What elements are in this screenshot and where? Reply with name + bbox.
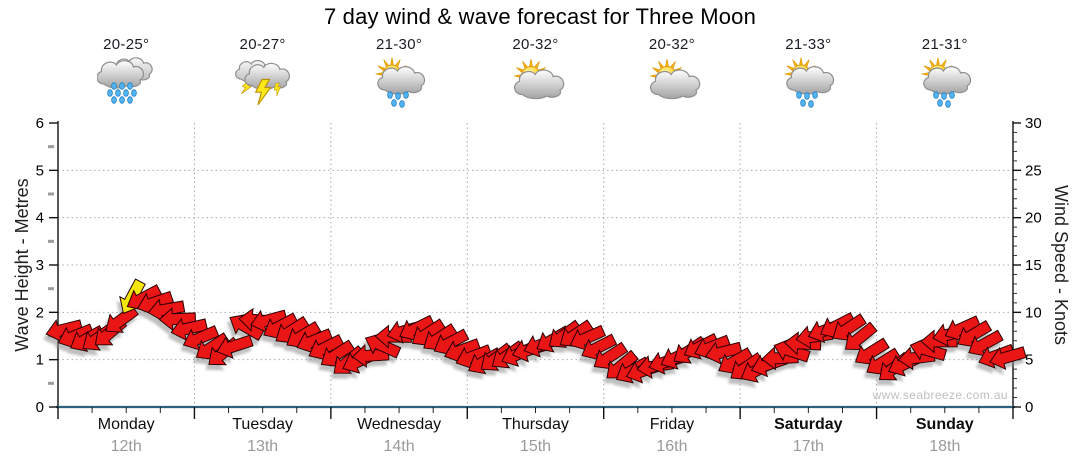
day-name-label: Tuesday [232,416,294,433]
temperature-range-label: 20-27° [239,36,286,53]
day-forecast-tuesday: 20-27° [195,36,331,117]
day-date-label: 12th [110,438,142,455]
left-axis-tick-label: 2 [36,304,44,321]
right-axis-tick-label: 5 [1025,352,1033,369]
day-forecast-sunday: 21-31° [877,36,1013,117]
day-label-monday: Monday 12th [58,416,194,456]
day-forecast-saturday: 21-33° [740,36,876,117]
right-axis-tick-label: 25 [1025,162,1042,179]
left-axis-tick-label: 4 [36,210,44,227]
day-label-saturday: Saturday 17th [740,416,876,456]
weather-icon-sun-cloud-rain [784,57,835,108]
day-date-label: 16th [656,438,688,455]
day-date-label: 18th [929,438,961,455]
day-name-label: Saturday [774,416,843,433]
gridlines [58,123,1013,407]
weather-icon-sun-cloud-rain [921,57,971,108]
day-forecast-wednesday: 21-30° [331,36,467,117]
chart-title: 7 day wind & wave forecast for Three Moo… [323,4,757,29]
weather-icon-sun-cloud-rain [375,57,426,108]
temperature-range-label: 20-32° [648,36,695,53]
watermark: www.seabreeze.com.au [872,388,1008,402]
temperature-range-label: 21-31° [921,36,968,53]
day-name-label: Sunday [915,416,974,433]
left-axis-tick-label: 0 [36,399,44,416]
temperature-range-label: 20-32° [512,36,559,53]
weather-icon-sun-cloud [649,58,701,100]
wind-direction-arrows [45,278,1027,384]
temperature-range-label: 21-33° [785,36,832,53]
day-forecast-thursday: 20-32° [468,36,604,117]
right-axis-tick-label: 30 [1025,115,1042,132]
left-axis-tick-label: 3 [36,257,44,274]
temperature-range-label: 20-25° [103,36,150,53]
weather-icon-rain [96,57,153,104]
left-axis-title: Wave Height - Metres [12,178,32,352]
day-date-label: 13th [247,438,279,455]
right-axis-tick-label: 10 [1025,304,1042,321]
weather-icon-sun-cloud [513,58,564,100]
right-axis-tick-label: 0 [1025,399,1033,416]
day-label-friday: Friday 16th [604,416,740,456]
day-date-label: 14th [383,438,415,455]
day-label-tuesday: Tuesday 13th [195,416,331,456]
weather-icon-storm [234,60,290,106]
day-name-label: Thursday [502,416,569,433]
axes: 0 1 2 3 4 5 6 0 5 10 15 20 25 30 [36,115,1042,419]
day-label-thursday: Thursday 15th [468,416,604,456]
temperature-range-label: 21-30° [375,36,423,53]
left-axis-tick-label: 6 [36,115,44,132]
day-name-label: Wednesday [356,416,442,433]
day-name-label: Friday [649,416,695,433]
right-axis-tick-label: 15 [1025,257,1042,274]
day-date-label: 17th [792,438,824,455]
day-forecast-monday: 20-25° [58,36,194,117]
day-date-label: 15th [519,438,552,455]
day-label-sunday: Sunday 18th [877,416,1013,456]
left-axis-tick-label: 1 [36,352,44,369]
left-axis-tick-label: 5 [36,162,44,179]
day-forecast-friday: 20-32° [604,36,740,117]
right-axis-tick-label: 20 [1025,210,1042,227]
right-axis-title: Wind Speed - Knots [1051,184,1071,346]
day-label-wednesday: Wednesday 14th [331,416,467,456]
day-name-label: Monday [97,416,155,433]
